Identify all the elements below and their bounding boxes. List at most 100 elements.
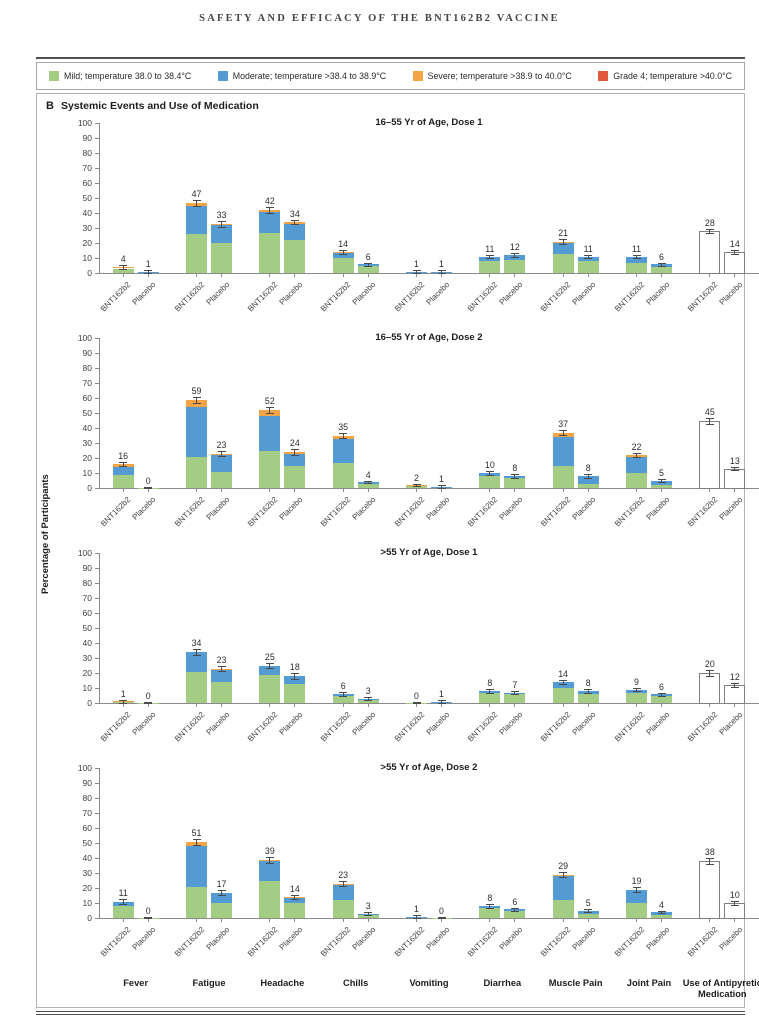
bar-segment-moderate — [626, 456, 647, 473]
group-label-placebo: Placebo — [644, 495, 671, 522]
y-tick — [95, 182, 99, 184]
error-bar-cap — [339, 249, 348, 251]
x-bar-tick — [441, 919, 442, 922]
group-label-bnt162b2: BNT162b2 — [245, 495, 280, 529]
bar-segment-mild — [552, 465, 574, 488]
x-bar-tick — [709, 489, 711, 492]
error-bar — [709, 858, 711, 864]
error-bar — [294, 894, 296, 900]
error-bar-cap — [265, 856, 274, 858]
error-bar-cap — [657, 479, 666, 480]
error-bar-cap — [119, 903, 128, 905]
bar-segment-mild — [357, 914, 379, 918]
error-bar-cap — [412, 915, 421, 917]
error-bar-cap — [632, 452, 641, 454]
group-label-bnt162b2: BNT162b2 — [612, 710, 646, 744]
bar-segment-mild — [332, 462, 354, 488]
y-tick — [95, 702, 99, 704]
bar-value-label: 45 — [704, 406, 715, 417]
error-bar — [196, 199, 197, 206]
bar-value-label: 13 — [729, 455, 740, 466]
error-bar-cap — [119, 268, 128, 270]
bar-segment-mild — [651, 267, 672, 273]
bar-value-label: 47 — [191, 188, 202, 199]
bar-value-label: 10 — [729, 890, 740, 901]
error-bar-cap — [412, 272, 421, 274]
bar-segment-mild — [211, 471, 232, 488]
bar-segment-moderate — [211, 455, 232, 472]
error-bar-cap — [437, 270, 446, 272]
bar-segment-mild — [186, 456, 207, 488]
error-bar-cap — [632, 887, 641, 889]
bar-segment-mild — [479, 261, 501, 273]
error-bar-cap — [510, 910, 519, 912]
group-label-bnt162b2: BNT162b2 — [685, 925, 720, 959]
y-tick-label: 80 — [82, 148, 92, 158]
error-bar — [489, 471, 491, 475]
error-bar-cap — [364, 912, 373, 914]
error-bar-cap — [412, 483, 421, 485]
x-bar-tick — [221, 274, 222, 277]
y-tick-label: 20 — [82, 883, 92, 893]
x-bar-tick — [269, 489, 271, 492]
bar-value-label: 0 — [414, 691, 419, 702]
error-bar — [221, 220, 222, 227]
group-label-bnt162b2: BNT162b2 — [172, 710, 206, 744]
error-bar — [562, 679, 564, 685]
error-bar-cap — [657, 913, 666, 915]
bar-value-label: 11 — [118, 888, 128, 899]
error-bar — [734, 250, 736, 254]
error-bar-cap — [632, 687, 641, 689]
error-bar-cap — [265, 407, 274, 408]
y-tick — [95, 167, 99, 169]
error-bar-cap — [290, 899, 299, 901]
x-axis-line — [99, 488, 759, 489]
x-bar-tick — [489, 274, 491, 277]
y-tick — [95, 672, 99, 674]
x-bar-tick — [709, 274, 711, 277]
error-bar-cap — [730, 253, 739, 255]
bar-segment-mild — [504, 478, 526, 488]
bar-value-label: 1 — [414, 904, 419, 915]
error-bar — [562, 871, 564, 878]
error-bar — [342, 692, 344, 696]
x-bar-tick — [587, 489, 589, 492]
group-label-bnt162b2: BNT162b2 — [465, 925, 500, 959]
error-bar-cap — [192, 655, 201, 656]
group-label-bnt162b2: BNT162b2 — [392, 710, 426, 744]
error-bar-cap — [144, 270, 153, 272]
error-bar-cap — [265, 662, 274, 664]
error-bar-cap — [119, 702, 128, 704]
error-bar-cap — [437, 272, 446, 274]
y-tick-label: 0 — [87, 698, 92, 708]
error-bar-cap — [217, 665, 226, 667]
bar-value-label: 17 — [216, 878, 227, 889]
bar-segment-mild — [211, 903, 232, 918]
panel-title: 16–55 Yr of Age, Dose 2 — [375, 332, 483, 343]
error-bar — [269, 207, 271, 213]
group-label-bnt162b2: BNT162b2 — [612, 925, 646, 959]
y-tick-label: 40 — [82, 208, 92, 218]
bar-segment-mild — [112, 906, 134, 918]
category-label: Joint Pain — [626, 978, 672, 988]
error-bar — [709, 670, 711, 676]
bar-value-label: 1 — [414, 259, 419, 270]
y-tick-label: 20 — [82, 668, 92, 678]
error-bar-cap — [705, 863, 714, 865]
error-bar — [416, 483, 417, 487]
bar-segment-mild — [112, 268, 134, 273]
bar-segment-mild — [552, 253, 574, 273]
open-bar — [699, 673, 721, 704]
y-tick — [95, 427, 99, 429]
group-label-placebo: Placebo — [644, 925, 671, 952]
bar-value-label: 25 — [264, 651, 275, 662]
severe-swatch-icon — [412, 71, 423, 81]
bar-segment-mild — [186, 234, 207, 273]
error-bar-cap — [657, 262, 666, 264]
category-label: Muscle Pain — [548, 978, 603, 988]
error-bar-cap — [119, 466, 128, 468]
y-axis-line — [99, 338, 100, 488]
bar-segment-mild — [284, 240, 306, 273]
x-bar-tick — [342, 704, 344, 707]
legend-item-moderate: Moderate; temperature >38.4 to 38.9°C — [217, 71, 386, 81]
